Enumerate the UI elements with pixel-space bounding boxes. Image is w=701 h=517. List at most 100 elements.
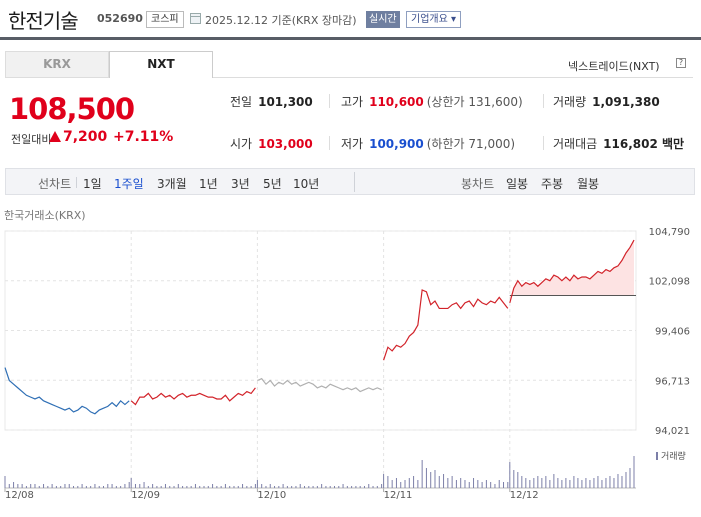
volume-bar (160, 486, 162, 488)
tab-krx[interactable]: KRX (5, 51, 109, 78)
volume-bar (395, 478, 397, 488)
volume-bar (47, 486, 49, 488)
volume-bar (216, 486, 218, 488)
chart-exchange-label: 한국거래소(KRX) (4, 209, 86, 222)
company-name: 한전기술 (8, 9, 79, 33)
volume-bar (525, 478, 527, 488)
stock-code: 052690 (97, 12, 143, 25)
price-chart[interactable]: 104,790 102,098 99,406 96,713 94,021 12/08 12/… (0, 222, 701, 517)
trading-value-label: 거래대금 (553, 137, 598, 151)
volume-bar (98, 486, 100, 488)
volume-bar (533, 478, 535, 488)
volume-bar (177, 484, 179, 488)
volume-bar (629, 468, 631, 488)
volume-bar (443, 474, 445, 488)
volume-bar (529, 480, 531, 488)
volume-bar (549, 480, 551, 488)
volume-bar (130, 478, 132, 488)
volume-bar (338, 486, 340, 488)
volume-bar (460, 478, 462, 488)
volume-bar (613, 478, 615, 488)
volume-bar (237, 486, 239, 488)
volume-bar (286, 486, 288, 488)
volume-bar (120, 486, 122, 488)
volume-bar (473, 478, 475, 488)
volume-bar (376, 486, 378, 488)
company-info-dropdown[interactable]: 기업개요 ▾ (406, 11, 461, 28)
candle-chart-label: 봉차트 (461, 177, 495, 191)
volume-bar (589, 480, 591, 488)
exchange-tabs: KRX NXT (5, 51, 213, 78)
volume-bar (430, 472, 432, 488)
volume-bar (553, 474, 555, 488)
volume-bar (233, 486, 235, 488)
volume-bar (312, 486, 314, 488)
line-chart-label: 선차트 (38, 177, 72, 191)
volume-bar (274, 486, 276, 488)
volume-bar (124, 484, 126, 488)
volume-bar (455, 480, 457, 488)
period-3m[interactable]: 3개월 (157, 177, 187, 191)
volume-bar (363, 486, 365, 488)
volume-bar (94, 484, 96, 488)
volume-bar (573, 476, 575, 488)
volume-bar (139, 484, 141, 488)
volume-bar (90, 486, 92, 488)
volume-bar (299, 484, 301, 488)
candle-daily[interactable]: 일봉 (506, 177, 529, 191)
period-1w[interactable]: 1주일 (114, 177, 144, 191)
volume-bar (111, 484, 113, 488)
tab-nxt[interactable]: NXT (109, 51, 213, 78)
volume-bar (30, 484, 32, 488)
volume-bar (60, 486, 62, 488)
divider (354, 172, 355, 192)
volume-bar (77, 486, 79, 488)
volume-bar (605, 478, 607, 488)
volume-bar (186, 486, 188, 488)
volume-bar (199, 486, 201, 488)
x-tick-label: 12/08 (5, 490, 34, 501)
candle-monthly[interactable]: 월봉 (577, 177, 600, 191)
series-line-12-08 (4, 367, 130, 415)
up-arrow-icon (49, 131, 61, 142)
period-10y[interactable]: 10년 (293, 177, 320, 191)
volume-bar (597, 476, 599, 488)
realtime-button[interactable]: 실시간 (366, 11, 400, 28)
volume-bar (387, 476, 389, 488)
volume-bar (250, 486, 252, 488)
volume-bar (325, 486, 327, 488)
volume-bar (224, 484, 226, 488)
volume-bar (134, 484, 136, 488)
volume-bar (55, 486, 57, 488)
volume-legend-swatch (656, 452, 658, 460)
volume-bar (207, 486, 209, 488)
volume-bar (498, 480, 500, 488)
volume-bar (8, 484, 10, 488)
volume-bar (43, 484, 45, 488)
volume-bar (13, 482, 15, 488)
candle-weekly[interactable]: 주봉 (541, 177, 564, 191)
volume-bar (190, 486, 192, 488)
volume-bar (383, 474, 385, 488)
help-icon[interactable]: ? (676, 58, 686, 68)
today-fill (509, 240, 634, 303)
stat-open: 시가 103,000 (230, 135, 313, 152)
volume-bar (434, 470, 436, 488)
period-1d[interactable]: 1일 (83, 177, 102, 191)
period-1y[interactable]: 1년 (199, 177, 218, 191)
volume-bar (372, 486, 374, 488)
volume-bar (316, 486, 318, 488)
period-5y[interactable]: 5년 (263, 177, 282, 191)
nextrade-link[interactable]: 넥스트레이드(NXT) (568, 60, 660, 73)
volume-bar (391, 480, 393, 488)
volume-bar (346, 486, 348, 488)
volume-bar (17, 484, 19, 488)
volume-bar (4, 476, 6, 488)
y-tick-label: 96,713 (655, 376, 690, 387)
volume-bar (256, 480, 258, 488)
open-value: 103,000 (258, 137, 313, 151)
volume-bar (34, 484, 36, 488)
x-tick-label: 12/09 (131, 490, 160, 501)
period-3y[interactable]: 3년 (231, 177, 250, 191)
volume-bar (242, 484, 244, 488)
